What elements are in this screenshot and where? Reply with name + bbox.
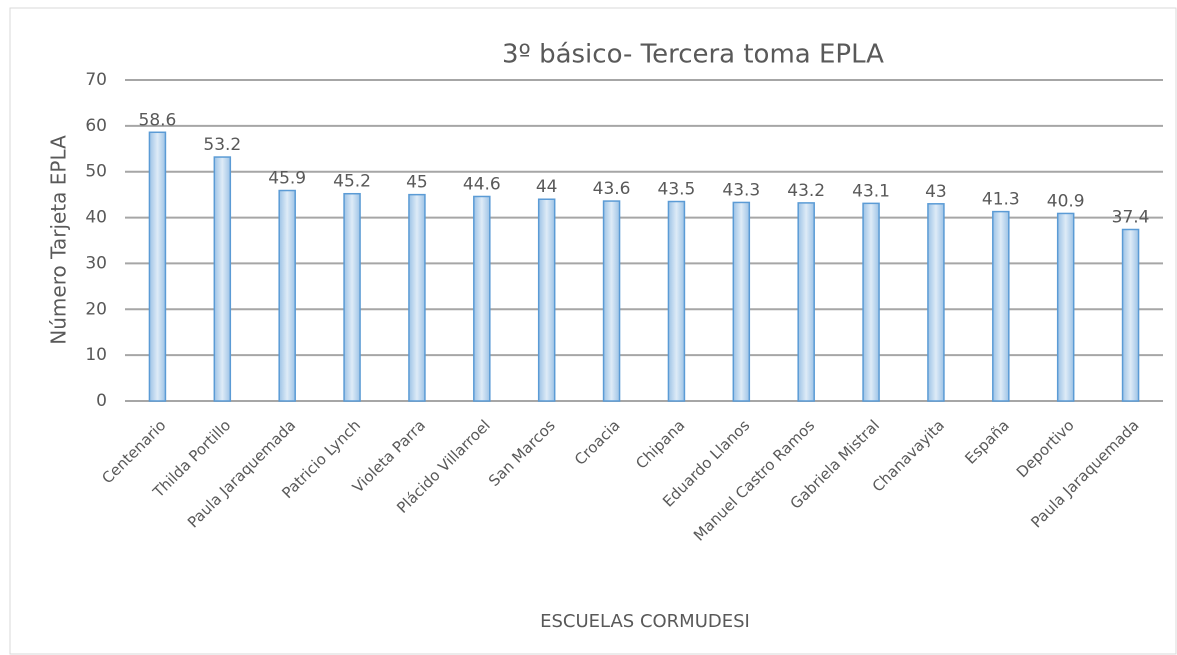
bar [732, 201, 751, 402]
bar [343, 192, 361, 402]
bar [1121, 228, 1140, 402]
y-tick-label: 0 [96, 391, 107, 411]
data-label: 43.6 [593, 179, 631, 199]
data-label: 45 [406, 173, 428, 193]
x-axis-label: ESCUELAS CORMUDESI [540, 611, 750, 632]
y-tick-label: 50 [85, 162, 107, 182]
y-tick-label: 30 [85, 253, 107, 273]
data-label: 37.4 [1112, 207, 1150, 227]
bar [278, 189, 296, 402]
y-tick-label: 60 [85, 116, 107, 136]
data-label: 45.2 [333, 172, 371, 192]
data-label: 40.9 [1047, 191, 1085, 211]
bar [148, 131, 167, 402]
y-tick-label: 20 [85, 299, 107, 319]
chart-frame [9, 7, 1177, 655]
bar [408, 193, 426, 402]
data-label: 43.2 [787, 181, 825, 201]
y-tick-label: 10 [85, 345, 107, 365]
bar [927, 203, 945, 402]
data-label: 58.6 [139, 110, 177, 130]
bar [473, 195, 491, 402]
bar [667, 200, 686, 402]
y-tick-label: 40 [85, 208, 107, 228]
y-axis-label: Número Tarjeta EPLA [47, 135, 71, 345]
bar [862, 202, 880, 402]
data-label: 43.1 [852, 181, 890, 201]
bar [602, 200, 621, 402]
data-label: 45.9 [268, 169, 306, 189]
bar [213, 156, 232, 402]
data-label: 44.6 [463, 174, 501, 194]
chart-title: 3º básico- Tercera toma EPLA [502, 40, 884, 70]
y-tick-label: 70 [85, 70, 107, 90]
data-label: 44 [536, 177, 558, 197]
data-label: 43.5 [658, 180, 696, 200]
data-label: 43.3 [722, 180, 760, 200]
bar [992, 210, 1010, 402]
data-label: 41.3 [982, 190, 1020, 210]
bar [1056, 212, 1075, 402]
bar [537, 198, 556, 402]
data-label: 43 [925, 182, 947, 202]
bar [797, 202, 815, 402]
data-label: 53.2 [203, 135, 241, 155]
